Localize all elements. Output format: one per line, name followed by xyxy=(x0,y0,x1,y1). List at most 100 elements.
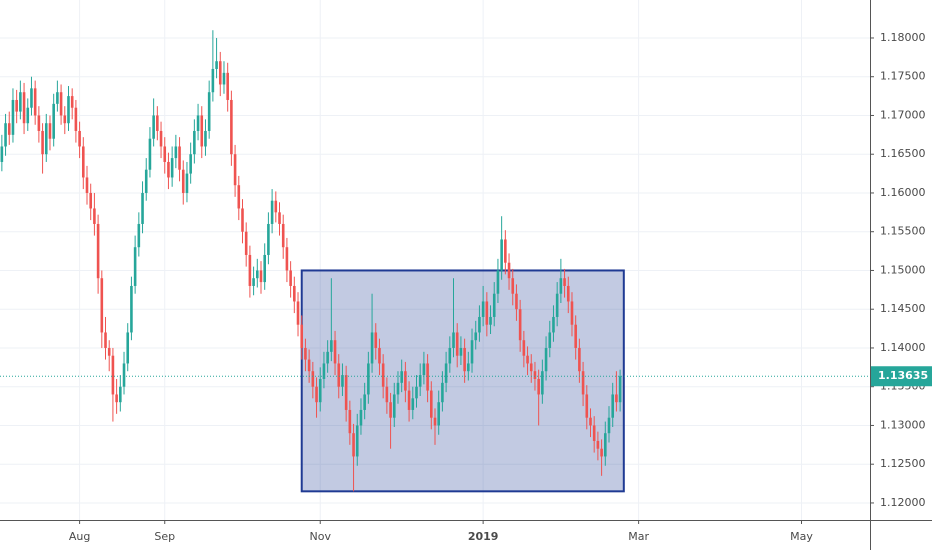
candle-body xyxy=(296,301,300,325)
candle-body xyxy=(437,402,441,426)
candle-body xyxy=(278,212,281,224)
candle-body xyxy=(411,398,415,410)
candle-body xyxy=(607,417,611,434)
candle-body xyxy=(370,332,374,364)
candle-body xyxy=(37,115,41,131)
candle-body xyxy=(315,386,318,403)
candle-body xyxy=(615,394,618,403)
candle-body xyxy=(463,347,466,372)
candle-body xyxy=(270,200,274,224)
candle-body xyxy=(470,340,474,364)
candle-body xyxy=(500,239,503,271)
candle-body xyxy=(600,448,603,457)
candle-body xyxy=(492,293,496,317)
candle-body xyxy=(96,223,100,279)
candle-body xyxy=(185,173,189,193)
candle-body xyxy=(570,301,574,325)
candle-body xyxy=(352,433,355,457)
candle-body xyxy=(344,375,348,410)
candle-body xyxy=(126,332,130,364)
y-tick-label: 1.17500 xyxy=(880,70,926,83)
candle-body xyxy=(4,123,7,147)
candle-body xyxy=(578,347,581,372)
candle-body xyxy=(144,169,148,193)
candle-body xyxy=(400,371,403,383)
candle-body xyxy=(496,270,500,294)
last-price-label: 1.13635 xyxy=(878,369,928,382)
candle-body xyxy=(574,324,577,348)
last-price-box xyxy=(871,366,932,387)
candle-body xyxy=(518,309,522,341)
candle-body xyxy=(318,378,322,403)
candle-body xyxy=(233,154,237,186)
candle-body xyxy=(52,103,55,139)
candle-body xyxy=(537,378,540,395)
x-tick-label: 2019 xyxy=(468,530,499,543)
candle-body xyxy=(548,332,552,348)
candle-body xyxy=(137,223,141,248)
x-tick-label: Mar xyxy=(628,530,649,543)
candle-body xyxy=(200,115,204,147)
candle-body xyxy=(244,231,248,255)
candle-body xyxy=(455,332,459,356)
candle-body xyxy=(526,355,529,364)
candle-body xyxy=(67,96,70,124)
candle-body xyxy=(389,402,392,418)
candle-body xyxy=(467,363,470,372)
y-tick-label: 1.16000 xyxy=(880,186,926,199)
candle-body xyxy=(19,92,22,112)
candle-body xyxy=(552,316,555,333)
candle-body xyxy=(63,115,67,124)
candle-body xyxy=(189,154,192,174)
candle-body xyxy=(585,394,589,418)
candle-body xyxy=(174,146,178,159)
y-tick-label: 1.12500 xyxy=(880,457,926,470)
candle-body xyxy=(618,376,622,403)
candle-body xyxy=(263,254,267,283)
candle-body xyxy=(418,375,422,387)
x-tick-label: May xyxy=(790,530,813,543)
candle-body xyxy=(611,394,615,418)
candle-body xyxy=(378,347,381,364)
candle-body xyxy=(241,208,244,232)
candle-body xyxy=(33,88,37,116)
candle-body xyxy=(566,285,570,302)
candle-body xyxy=(230,99,233,155)
candle-body xyxy=(285,247,289,271)
candle-body xyxy=(7,123,11,135)
x-tick-label: Sep xyxy=(154,530,175,543)
y-tick-label: 1.14000 xyxy=(880,341,926,354)
candle-body xyxy=(181,169,185,193)
candle-body xyxy=(70,96,74,108)
candle-body xyxy=(141,192,144,224)
candle-body xyxy=(541,371,544,395)
candle-body xyxy=(459,347,463,356)
candle-body xyxy=(374,332,378,348)
x-tick-label: Aug xyxy=(69,530,90,543)
candle-body xyxy=(592,425,596,441)
candle-body xyxy=(255,270,259,279)
candle-body xyxy=(204,130,207,147)
candle-body xyxy=(85,177,89,193)
y-tick-label: 1.12000 xyxy=(880,496,926,509)
y-tick-label: 1.16500 xyxy=(880,147,926,160)
candle-body xyxy=(48,123,52,139)
candle-body xyxy=(404,371,407,391)
candle-body xyxy=(396,382,400,395)
candle-body xyxy=(207,92,211,131)
candle-body xyxy=(170,158,174,178)
candle-body xyxy=(385,386,389,403)
candle-body xyxy=(581,371,585,395)
candle-body xyxy=(89,192,93,209)
candle-body xyxy=(226,72,229,100)
axes: 1.120001.125001.130001.135001.140001.145… xyxy=(69,31,932,543)
candle-body xyxy=(544,347,548,372)
candle-body xyxy=(152,115,155,139)
candle-body xyxy=(363,394,366,410)
candle-body xyxy=(452,332,455,348)
candle-body xyxy=(100,278,104,333)
candle-body xyxy=(163,146,167,162)
candle-body xyxy=(237,185,241,209)
